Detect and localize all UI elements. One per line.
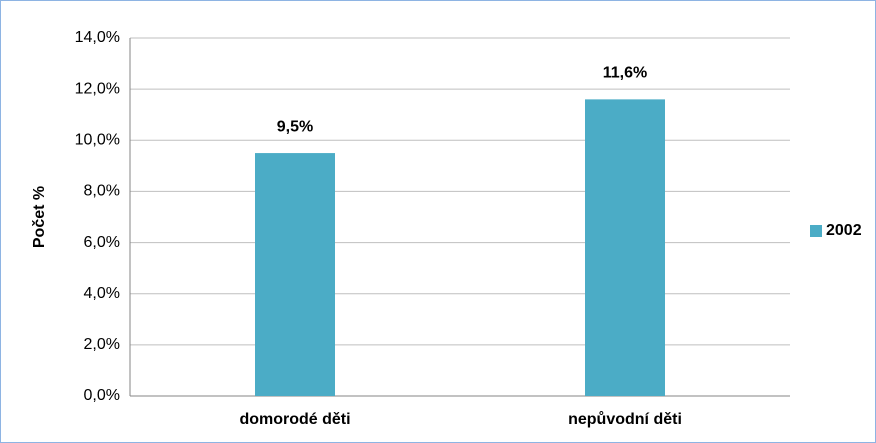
y-tick-label: 14,0% [75, 29, 120, 46]
y-axis-title: Počet % [31, 186, 48, 248]
y-tick-label: 0,0% [84, 387, 120, 404]
y-tick-label: 4,0% [84, 285, 120, 302]
data-label: 11,6% [603, 65, 647, 82]
legend-swatch [810, 225, 822, 237]
bar [585, 99, 665, 396]
x-tick-label: domorodé děti [239, 411, 350, 428]
y-tick-label: 12,0% [75, 80, 120, 97]
y-tick-label: 10,0% [75, 132, 120, 149]
y-tick-label: 6,0% [84, 234, 120, 251]
y-tick-label: 2,0% [84, 336, 120, 353]
data-label: 9,5% [277, 118, 313, 135]
x-tick-label: nepůvodní děti [568, 411, 682, 428]
y-tick-label: 8,0% [84, 183, 120, 200]
bar [255, 153, 335, 396]
legend-label: 2002 [826, 222, 862, 239]
